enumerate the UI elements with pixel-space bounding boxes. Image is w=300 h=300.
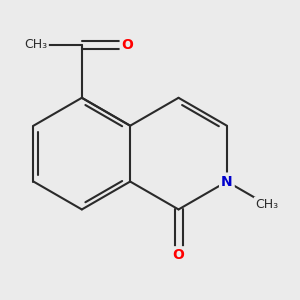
Text: CH₃: CH₃: [25, 38, 48, 51]
Text: O: O: [172, 248, 184, 262]
Text: CH₃: CH₃: [255, 198, 278, 211]
Text: N: N: [221, 175, 233, 188]
Text: O: O: [122, 38, 134, 52]
